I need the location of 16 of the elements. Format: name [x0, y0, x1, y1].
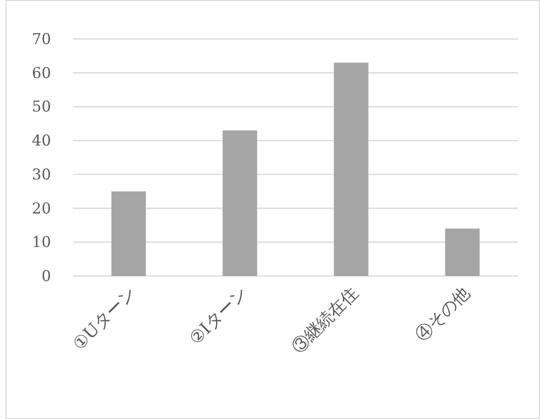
y-tick-label: 40	[32, 132, 51, 150]
y-tick-label: 20	[32, 199, 51, 218]
y-tick-label: 50	[32, 98, 51, 116]
x-tick-label: ①Uターン	[69, 283, 140, 354]
x-tick-label: ③継続在住	[288, 283, 363, 358]
x-tick-label: ④その他	[412, 283, 474, 346]
x-tick-label: ②Iターン	[186, 283, 252, 349]
y-tick-label: 0	[41, 267, 51, 285]
bar	[111, 191, 146, 276]
y-tick-label: 60	[32, 64, 51, 82]
y-tick-label: 10	[32, 233, 51, 252]
bar	[334, 62, 368, 276]
bar	[445, 228, 480, 276]
y-tick-label: 70	[32, 30, 51, 48]
y-tick-label: 30	[32, 165, 51, 184]
bar	[222, 130, 258, 276]
